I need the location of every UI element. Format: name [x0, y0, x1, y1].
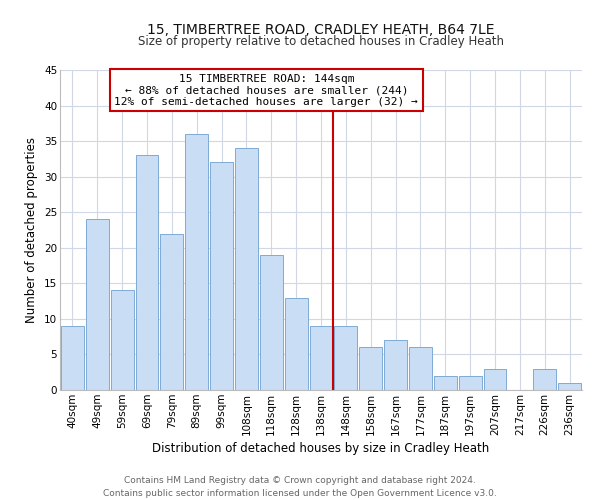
Bar [111, 290, 134, 390]
Text: 15 TIMBERTREE ROAD: 144sqm
← 88% of detached houses are smaller (244)
12% of sem: 15 TIMBERTREE ROAD: 144sqm ← 88% of deta… [115, 74, 418, 107]
Bar [558, 383, 581, 390]
Bar [533, 368, 556, 390]
Bar [136, 156, 158, 390]
Text: 15, TIMBERTREE ROAD, CRADLEY HEATH, B64 7LE: 15, TIMBERTREE ROAD, CRADLEY HEATH, B64 … [147, 22, 495, 36]
Y-axis label: Number of detached properties: Number of detached properties [25, 137, 38, 323]
Bar [434, 376, 457, 390]
Bar [61, 326, 84, 390]
Bar [160, 234, 183, 390]
Bar [185, 134, 208, 390]
Bar [310, 326, 332, 390]
Title: Size of property relative to detached houses in Cradley Heath: Size of property relative to detached ho… [138, 35, 504, 48]
Bar [384, 340, 407, 390]
Bar [459, 376, 482, 390]
Bar [210, 162, 233, 390]
Bar [235, 148, 258, 390]
Bar [359, 348, 382, 390]
Bar [86, 220, 109, 390]
Text: Contains HM Land Registry data © Crown copyright and database right 2024.
Contai: Contains HM Land Registry data © Crown c… [103, 476, 497, 498]
Bar [260, 255, 283, 390]
Bar [409, 348, 432, 390]
Bar [334, 326, 357, 390]
Bar [484, 368, 506, 390]
X-axis label: Distribution of detached houses by size in Cradley Heath: Distribution of detached houses by size … [152, 442, 490, 455]
Bar [285, 298, 308, 390]
